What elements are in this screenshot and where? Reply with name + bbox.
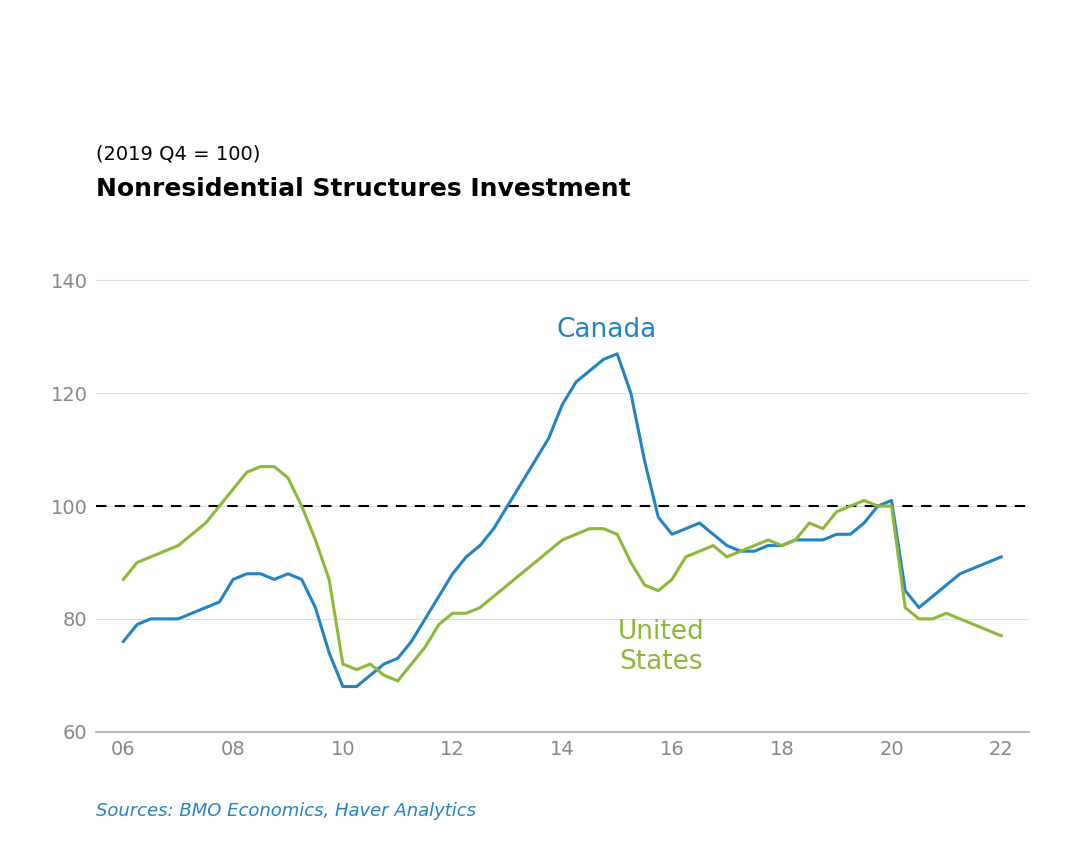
Text: Canada: Canada (556, 316, 657, 342)
Text: United
States: United States (617, 619, 705, 674)
Text: Sources: BMO Economics, Haver Analytics: Sources: BMO Economics, Haver Analytics (96, 802, 475, 820)
Text: Nonresidential Structures Investment: Nonresidential Structures Investment (96, 177, 631, 201)
Text: (2019 Q4 = 100): (2019 Q4 = 100) (96, 145, 260, 164)
Text: Chart 2: Chart 2 (14, 11, 101, 35)
Text: Separate Ways: Separate Ways (14, 62, 341, 100)
